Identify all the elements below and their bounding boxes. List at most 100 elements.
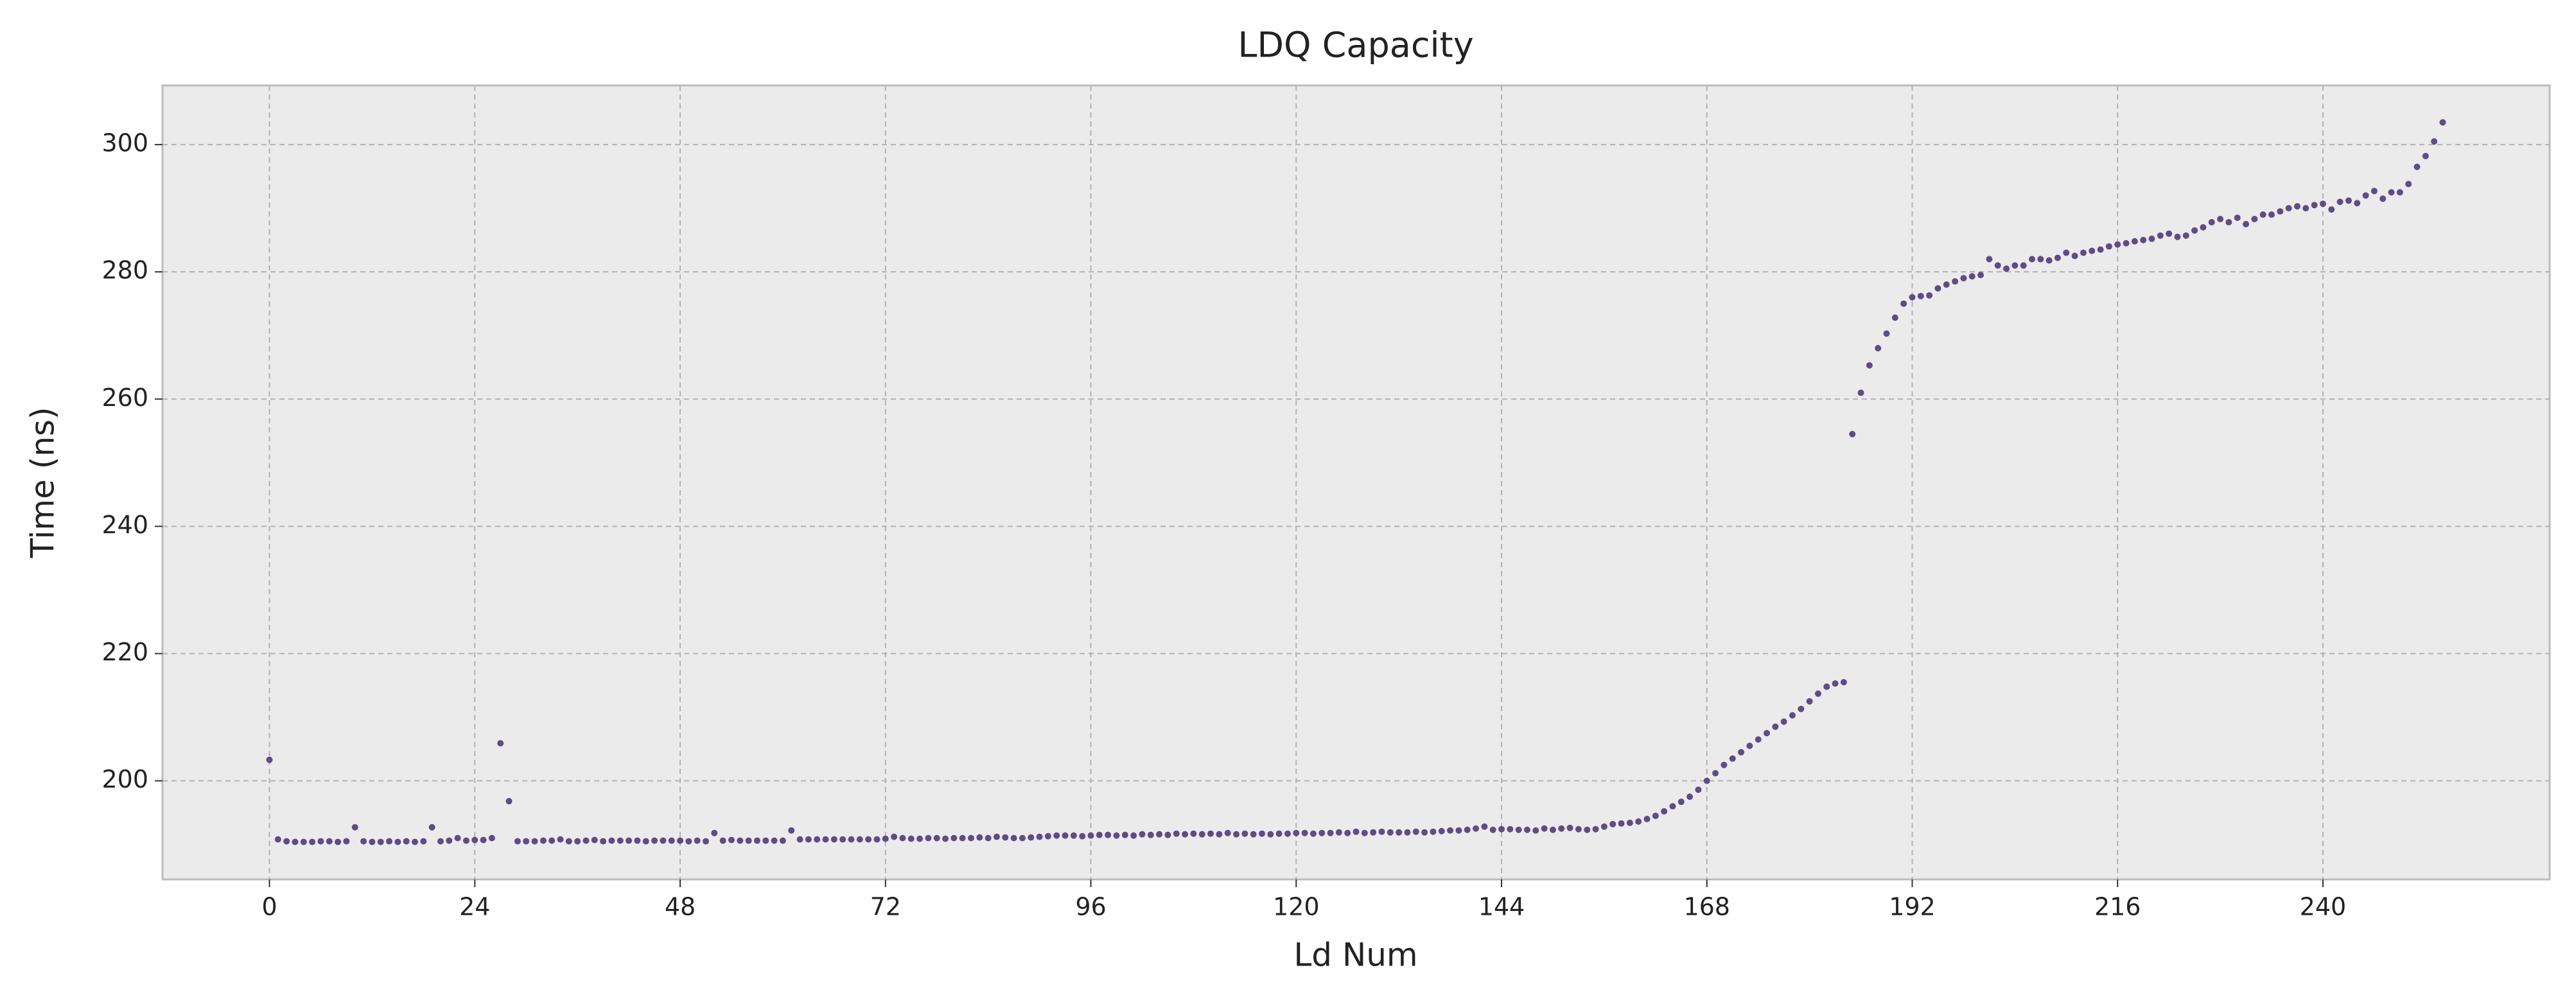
- point: [1198, 831, 1205, 838]
- point: [1875, 345, 1882, 352]
- point: [283, 838, 290, 845]
- point: [839, 836, 846, 843]
- point: [1909, 294, 1916, 301]
- point: [274, 836, 281, 843]
- point: [1087, 832, 1094, 839]
- point: [600, 838, 607, 845]
- point: [1626, 819, 1633, 826]
- point: [335, 838, 342, 845]
- point: [462, 837, 469, 844]
- x-tick-label: 48: [665, 893, 696, 921]
- point: [2268, 211, 2275, 218]
- point: [617, 837, 624, 844]
- point: [2319, 200, 2326, 207]
- point: [1566, 824, 1573, 831]
- point: [557, 836, 564, 843]
- point: [1293, 829, 1300, 836]
- point: [437, 838, 444, 845]
- point: [1592, 825, 1599, 833]
- point: [2311, 202, 2318, 209]
- point: [394, 838, 401, 845]
- point: [2405, 181, 2412, 188]
- point: [2080, 249, 2087, 256]
- point: [1344, 829, 1351, 836]
- point: [1002, 834, 1009, 841]
- point: [822, 836, 829, 843]
- point: [1960, 275, 1967, 282]
- point: [702, 838, 709, 845]
- point: [1370, 829, 1377, 836]
- point: [942, 835, 949, 842]
- point: [2105, 243, 2112, 250]
- point: [642, 838, 649, 845]
- x-tick-label: 144: [1478, 893, 1525, 921]
- point: [1952, 278, 1959, 285]
- point: [1156, 831, 1163, 838]
- point: [523, 838, 530, 845]
- point: [1164, 831, 1171, 838]
- point: [1507, 825, 1514, 833]
- point: [694, 837, 701, 844]
- point: [788, 827, 795, 834]
- point: [907, 835, 915, 842]
- point: [1036, 833, 1043, 840]
- point: [2028, 256, 2035, 263]
- point: [343, 838, 350, 845]
- point: [1575, 825, 1582, 833]
- point: [2097, 246, 2104, 253]
- point: [1866, 362, 1873, 369]
- point: [1473, 825, 1480, 832]
- point: [1849, 430, 1856, 437]
- point: [2234, 215, 2241, 221]
- point: [899, 834, 906, 842]
- point: [2046, 257, 2053, 264]
- point: [1729, 755, 1736, 762]
- point: [1396, 829, 1403, 836]
- point: [1738, 748, 1745, 755]
- point: [1327, 829, 1334, 836]
- point: [626, 837, 633, 844]
- point: [882, 835, 889, 842]
- point: [1798, 705, 1805, 712]
- point: [2422, 152, 2429, 159]
- point: [1284, 830, 1291, 837]
- point: [583, 837, 590, 844]
- point: [1643, 815, 1651, 822]
- point: [1618, 820, 1625, 827]
- point: [660, 837, 667, 844]
- point: [608, 837, 615, 844]
- point: [1275, 830, 1283, 837]
- point: [1789, 712, 1796, 719]
- y-tick-label: 300: [101, 129, 148, 157]
- point: [985, 834, 992, 842]
- point: [1447, 827, 1454, 834]
- point: [967, 834, 974, 842]
- point: [1430, 828, 1437, 835]
- x-tick-label: 240: [2300, 893, 2347, 921]
- point: [1635, 818, 1642, 825]
- point: [2379, 195, 2387, 202]
- point: [1721, 761, 1728, 768]
- point: [1661, 808, 1668, 815]
- point: [2414, 163, 2421, 170]
- point: [1139, 831, 1146, 838]
- point: [1079, 833, 1086, 840]
- point: [1746, 743, 1753, 750]
- point: [1250, 831, 1257, 838]
- point: [805, 836, 812, 843]
- point: [1319, 829, 1326, 836]
- point: [1977, 272, 1985, 279]
- point: [719, 837, 726, 844]
- x-tick-label: 24: [459, 893, 490, 921]
- point: [1207, 830, 1214, 837]
- point: [1515, 826, 1522, 833]
- point: [737, 837, 744, 844]
- x-tick-label: 216: [2094, 893, 2141, 921]
- y-tick-label: 200: [101, 765, 148, 793]
- y-tick-label: 280: [101, 256, 148, 285]
- point: [771, 837, 778, 844]
- point: [1968, 273, 1976, 280]
- x-tick-label: 192: [1889, 893, 1936, 921]
- point: [1986, 256, 1993, 263]
- point: [1695, 786, 1702, 793]
